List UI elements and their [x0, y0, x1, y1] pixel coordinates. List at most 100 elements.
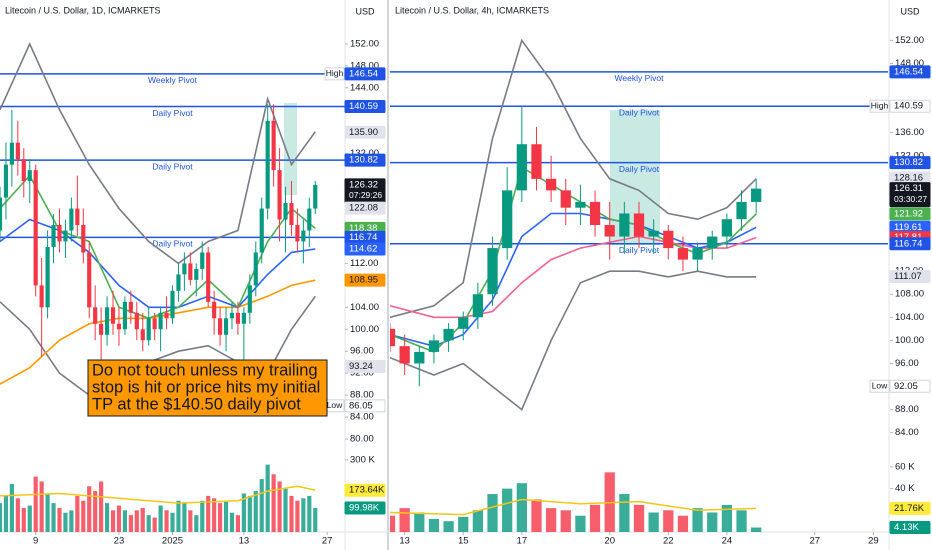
candle-body [289, 203, 294, 225]
price-badge [889, 99, 931, 113]
volume-bar [575, 515, 586, 532]
volume-bar [81, 500, 86, 532]
price-badge-label: 121.92 [894, 208, 923, 219]
volume-bar [212, 498, 217, 532]
volume-bar [633, 504, 645, 532]
candle-body [648, 230, 659, 237]
volume-bar [399, 508, 410, 532]
candle-body [502, 190, 513, 249]
indicator-line [390, 38, 757, 319]
candle-body [57, 225, 62, 242]
candle-body [241, 312, 246, 324]
candle-body [253, 252, 258, 286]
price-badge-label: 116.74 [349, 232, 377, 243]
y-tick-label: 104.00 [895, 312, 924, 323]
price-badge-label: 173.64K [349, 485, 385, 496]
volume-bar [104, 503, 110, 532]
x-tick-label: 13 [399, 536, 410, 547]
candle-body [589, 201, 601, 225]
volume-bar [663, 510, 674, 532]
candle-body [200, 252, 205, 269]
y-tick-label: 136.00 [895, 127, 924, 138]
volume-bar [194, 515, 199, 532]
candle-body [604, 225, 615, 237]
x-tick-label: 20 [604, 536, 615, 547]
candle-body [63, 230, 68, 242]
candle-body [45, 246, 50, 308]
price-badge-label: 130.82 [349, 155, 378, 166]
candle-body [93, 307, 98, 324]
x-tick-label: 27 [322, 536, 333, 547]
candle-body [619, 213, 630, 237]
badge-tag [324, 67, 345, 81]
price-badge-label: 146.54 [349, 68, 378, 79]
y-tick-label: 100.00 [350, 324, 379, 335]
y-tick-label: 92.00 [350, 368, 374, 379]
volume-bar [301, 498, 306, 532]
volume-bar [218, 503, 223, 532]
candle-body [176, 274, 181, 291]
candle-body [116, 323, 122, 330]
volume-bar [313, 507, 318, 532]
x-tick-label: 29 [868, 536, 879, 547]
volume-bar [289, 495, 294, 532]
price-badge [889, 237, 931, 251]
chart-title: Litecoin / U.S. Dollar, 4h, ICMARKETS [395, 5, 549, 15]
volume-bar [87, 486, 92, 532]
volume-bar [253, 491, 258, 532]
pivot-zone [284, 103, 297, 195]
volume-bar [241, 493, 246, 532]
annotation-box [87, 359, 328, 417]
volume-bar [57, 507, 62, 532]
y-tick-label: 100.00 [895, 335, 924, 346]
x-tick-label: 17 [517, 536, 528, 547]
y-tick-label: 88.00 [895, 404, 919, 415]
candle-body [633, 213, 645, 237]
volume-bar [152, 517, 157, 532]
volume-bar [223, 500, 229, 532]
candle-body [390, 328, 396, 347]
y-tick-label: 84.00 [895, 427, 919, 438]
candle-body [560, 190, 571, 208]
volume-bar [414, 512, 425, 532]
candle-body [122, 301, 127, 330]
volume-bar [9, 483, 14, 532]
volume-bar [619, 494, 630, 532]
badge-tag [869, 99, 890, 113]
candle-body [277, 170, 282, 220]
volume-tick-label: 40 K [895, 483, 915, 494]
candle-body [87, 252, 92, 308]
candle-body [69, 208, 74, 231]
price-badge [889, 182, 931, 208]
candle-body [575, 201, 586, 208]
price-badge [344, 359, 386, 373]
price-badge-label: 116.74 [894, 238, 922, 249]
volume-bar [69, 510, 74, 532]
pivot-label: Daily Pivot [619, 245, 660, 255]
price-badge-label: 111.07 [894, 271, 922, 282]
candle-body [51, 225, 56, 247]
volume-ma-line [390, 498, 757, 516]
price-badge-label: 146.54 [894, 66, 923, 77]
y-tick-label: 152.00 [350, 38, 379, 49]
volume-bar [277, 481, 282, 532]
indicator-line [390, 270, 757, 411]
y-tick-label: 112.00 [350, 258, 378, 269]
candle-body [81, 225, 86, 253]
volume-bar [170, 512, 175, 532]
candle-body [235, 312, 241, 324]
price-badge-label: 93.24 [349, 361, 373, 372]
indicator-line [0, 174, 316, 320]
price-badge [889, 379, 931, 393]
volume-bar [3, 495, 9, 532]
volume-bar [458, 516, 469, 532]
volume-bar [560, 510, 571, 532]
pivot-label: Weekly Pivot [148, 75, 198, 85]
volume-bar [721, 504, 733, 532]
volume-bar [545, 508, 557, 532]
price-badge-label: 4.13K [894, 522, 919, 533]
volume-bar [390, 515, 396, 532]
candle-body [104, 307, 110, 335]
volume-bar [99, 481, 104, 532]
candle-body [259, 208, 264, 253]
